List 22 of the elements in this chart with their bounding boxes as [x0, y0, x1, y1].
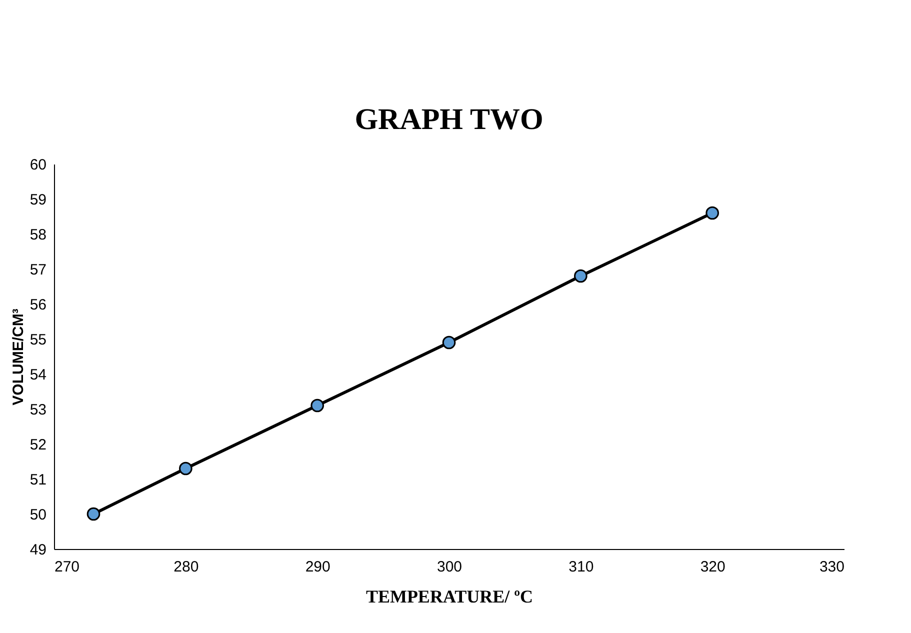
x-tick-label: 290: [305, 558, 330, 576]
x-tick-label: 330: [819, 558, 844, 576]
y-tick-label: 57: [30, 262, 46, 278]
y-tick-label: 59: [30, 192, 46, 208]
y-tick-label: 60: [30, 156, 46, 174]
y-tick-label: 54: [30, 366, 46, 384]
chart-title: GRAPH TWO: [354, 103, 544, 136]
x-tick-label: 300: [436, 558, 462, 576]
y-tick-label: 53: [30, 402, 46, 418]
y-axis-title: VOLUME/CM³: [10, 308, 27, 406]
y-tick-label: 56: [30, 296, 46, 314]
y-tick-label: 52: [30, 436, 46, 454]
x-tick-label: 320: [700, 558, 726, 576]
x-tick-label: 280: [174, 558, 199, 576]
y-tick-label: 55: [30, 332, 46, 348]
y-tick-label: 51: [30, 472, 46, 488]
x-axis-title: TEMPERATURE/ ºC: [366, 586, 534, 606]
y-tick-label: 50: [30, 506, 46, 524]
y-tick-label: 49: [30, 542, 46, 558]
x-tick-label: 270: [54, 558, 80, 576]
y-tick-label: 58: [30, 226, 46, 244]
x-tick-label: 310: [568, 558, 594, 576]
